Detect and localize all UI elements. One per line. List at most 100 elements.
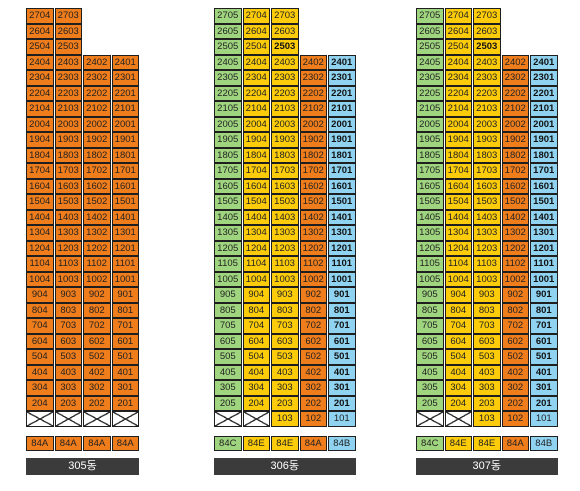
floor-row: 905 904 903 902 901	[416, 287, 559, 303]
unit-cell: 701	[111, 318, 139, 334]
floor-row: 1305 1304 1303 1302 1301	[416, 225, 559, 241]
unit-cell: 1604	[26, 178, 54, 194]
unit-cell: 801	[111, 302, 139, 318]
unit-type-cell: 84C	[214, 435, 242, 451]
floor-row: 2104 2103 2102 2101	[26, 101, 140, 117]
unit-cell: 1605	[416, 178, 444, 194]
floor-row: 1105 1104 1103 1102 1101	[416, 256, 559, 272]
unit-cell: 2001	[530, 116, 558, 132]
unit-cell: 2102	[299, 101, 327, 117]
unit-cell: 2605	[214, 23, 242, 39]
unit-cell: 103	[473, 411, 501, 427]
unit-cell: 901	[328, 287, 356, 303]
unit-cell: 1901	[328, 132, 356, 148]
unit-cell: 1505	[416, 194, 444, 210]
unit-cell: 102	[299, 411, 327, 427]
floor-row: 805 804 803 802 801	[214, 302, 357, 318]
unit-cell: 2403	[271, 54, 299, 70]
unit-cell: 1205	[214, 240, 242, 256]
floor-row: 804 803 802 801	[26, 302, 140, 318]
unit-cell: 2303	[473, 70, 501, 86]
unit-cell: 1105	[416, 256, 444, 272]
unit-cell: 501	[111, 349, 139, 365]
floor-row: 2305 2304 2303 2302 2301	[416, 70, 559, 86]
unit-cell: 2402	[501, 54, 529, 70]
unit-cell: 405	[416, 364, 444, 380]
floor-row: 1205 1204 1203 1202 1201	[214, 240, 357, 256]
floor-row: 103 102 101	[416, 411, 559, 427]
unit-cell: 801	[328, 302, 356, 318]
unit-cell: 202	[299, 395, 327, 411]
unit-cell: 503	[271, 349, 299, 365]
unit-cell: 1702	[299, 163, 327, 179]
unit-cell: 1105	[214, 256, 242, 272]
floor-row: 1405 1404 1403 1402 1401	[416, 209, 559, 225]
unit-cell: 1704	[26, 163, 54, 179]
unit-cell: 2403	[54, 54, 82, 70]
empty-slot	[112, 39, 140, 55]
unit-cell: 1804	[26, 147, 54, 163]
unit-cell: 1401	[111, 209, 139, 225]
unit-cell: 2103	[271, 101, 299, 117]
unit-cell: 204	[444, 395, 472, 411]
floor-row: 1805 1804 1803 1802 1801	[214, 147, 357, 163]
unit-grid: 2704 2703 2604 2603 2504 2503 2404 2403 2402 2401…	[26, 8, 140, 427]
unit-cell: 1202	[83, 240, 111, 256]
unit-cell: 404	[26, 364, 54, 380]
unit-cell: 2505	[416, 39, 444, 55]
floor-row: 1405 1404 1403 1402 1401	[214, 209, 357, 225]
empty-slot	[530, 39, 558, 55]
unit-cell: 2603	[271, 23, 299, 39]
unit-cell: 803	[473, 302, 501, 318]
unit-type-cell: 84B	[328, 435, 356, 451]
floor-row: 604 603 602 601	[26, 333, 140, 349]
unit-cell: 2401	[530, 54, 558, 70]
unit-cell: 1801	[530, 147, 558, 163]
unit-cell: 702	[83, 318, 111, 334]
unit-cell: 2202	[501, 85, 529, 101]
floor-row: 405 404 403 402 401	[416, 364, 559, 380]
floor-row: 1505 1504 1503 1502 1501	[416, 194, 559, 210]
unit-cell: 301	[530, 380, 558, 396]
unit-cell: 1001	[111, 271, 139, 287]
floor-row	[26, 411, 140, 427]
unit-cell: 501	[328, 349, 356, 365]
unit-cell: 1404	[26, 209, 54, 225]
unit-cell: 1404	[444, 209, 472, 225]
unit-cell: 1701	[530, 163, 558, 179]
empty-slot	[328, 24, 356, 40]
unit-cell: 305	[416, 380, 444, 396]
floor-row: 704 703 702 701	[26, 318, 140, 334]
unit-cell: 2301	[328, 70, 356, 86]
unit-cell: 1301	[111, 225, 139, 241]
unit-cell: 802	[501, 302, 529, 318]
unit-cell: 304	[242, 380, 270, 396]
floor-row: 1404 1403 1402 1401	[26, 209, 140, 225]
unit-cell: 1603	[473, 178, 501, 194]
unit-cell: 1904	[26, 132, 54, 148]
unit-cell: 1102	[501, 256, 529, 272]
floor-row: 1805 1804 1803 1802 1801	[416, 147, 559, 163]
unit-cell: 1805	[416, 147, 444, 163]
unit-cell: 2303	[271, 70, 299, 86]
floor-row: 1704 1703 1702 1701	[26, 163, 140, 179]
floor-row: 2604 2603	[26, 23, 140, 39]
void-unit	[54, 411, 82, 427]
unit-cell: 1402	[501, 209, 529, 225]
unit-cell: 902	[299, 287, 327, 303]
floor-row: 2704 2703	[26, 8, 140, 24]
unit-cell: 905	[416, 287, 444, 303]
unit-cell: 2405	[416, 54, 444, 70]
unit-cell: 1704	[242, 163, 270, 179]
unit-cell: 1902	[299, 132, 327, 148]
unit-cell: 903	[271, 287, 299, 303]
unit-type-cell: 84A	[26, 435, 54, 451]
unit-cell: 1602	[299, 178, 327, 194]
unit-cell: 1903	[473, 132, 501, 148]
unit-cell: 2105	[214, 101, 242, 117]
unit-cell: 605	[416, 333, 444, 349]
unit-cell: 804	[26, 302, 54, 318]
unit-cell: 2102	[501, 101, 529, 117]
building-label: 306동	[214, 457, 356, 475]
unit-type-cell: 84A	[111, 435, 139, 451]
